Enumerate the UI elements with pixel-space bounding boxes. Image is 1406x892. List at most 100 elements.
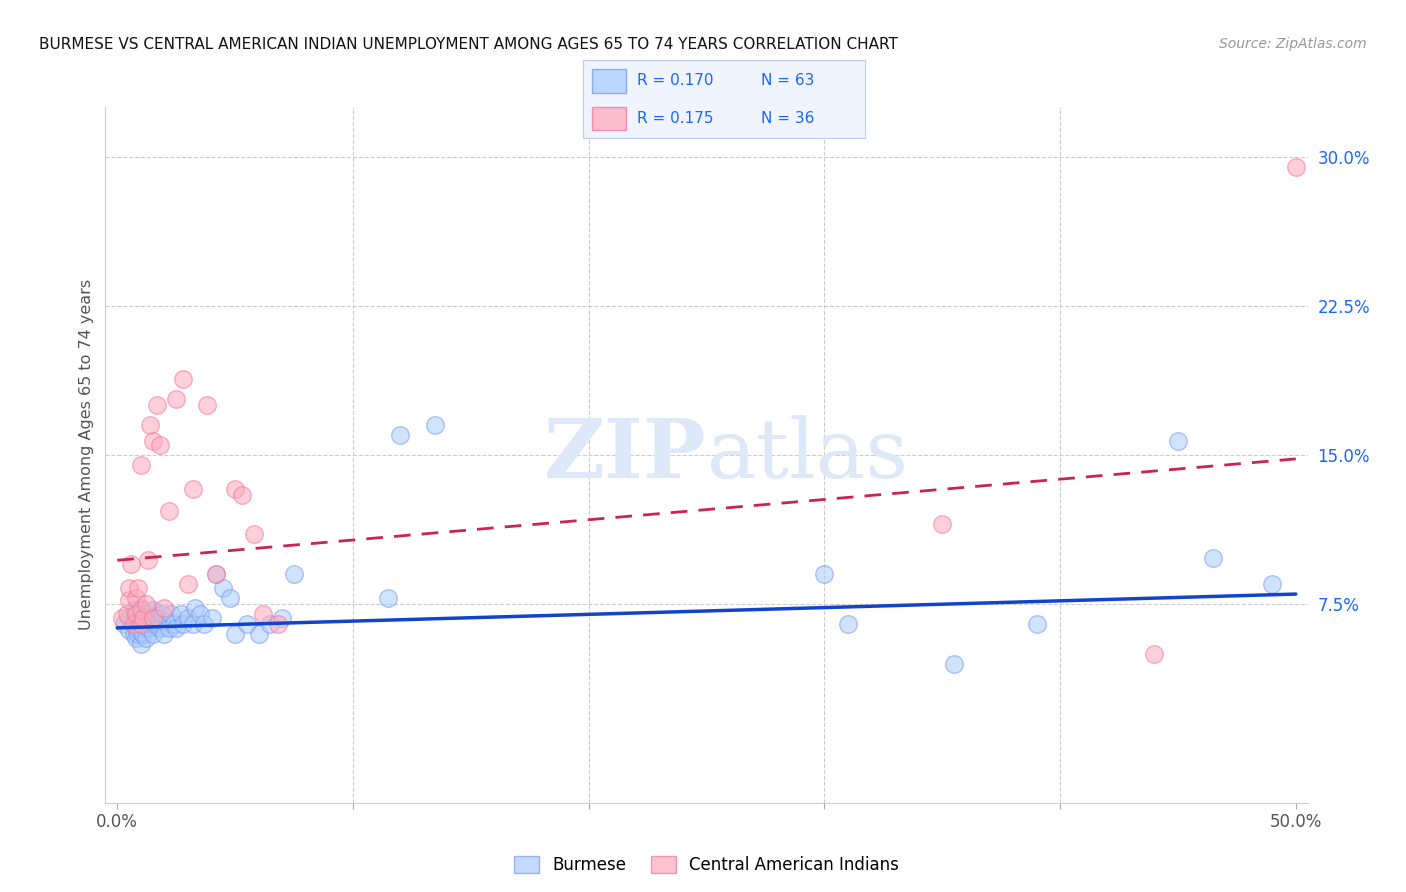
Point [271, 611, 294, 625]
Point [224, 482, 246, 496]
Point [236, 616, 259, 631]
Point [122, 603, 145, 617]
Text: N = 36: N = 36 [761, 112, 814, 126]
Point [157, 503, 180, 517]
Point [943, 657, 966, 671]
Point [149, 621, 172, 635]
Bar [592, 107, 626, 130]
Point [813, 567, 835, 582]
Point [129, 603, 152, 617]
Point [142, 627, 165, 641]
Point [142, 603, 165, 617]
Point [142, 611, 165, 625]
Point [122, 627, 145, 641]
Point [132, 611, 155, 625]
Bar [592, 70, 626, 93]
Point [127, 581, 149, 595]
Point [157, 621, 180, 635]
Text: R = 0.170: R = 0.170 [637, 73, 713, 88]
Point [127, 627, 149, 641]
Point [136, 607, 159, 621]
Point [283, 567, 305, 582]
Point [1143, 647, 1166, 661]
Point [837, 616, 859, 631]
Point [129, 616, 152, 631]
Point [112, 616, 135, 631]
Point [181, 616, 204, 631]
Text: BURMESE VS CENTRAL AMERICAN INDIAN UNEMPLOYMENT AMONG AGES 65 TO 74 YEARS CORREL: BURMESE VS CENTRAL AMERICAN INDIAN UNEMP… [39, 37, 898, 53]
Point [132, 611, 155, 625]
Point [118, 623, 141, 637]
Point [212, 581, 235, 595]
Point [142, 615, 165, 629]
Point [219, 591, 242, 605]
Text: atlas: atlas [707, 415, 908, 495]
Point [129, 624, 152, 639]
Point [266, 616, 288, 631]
Point [1261, 577, 1284, 591]
Legend: Burmese, Central American Indians: Burmese, Central American Indians [513, 856, 900, 874]
Point [135, 607, 157, 621]
Point [149, 438, 172, 452]
Point [243, 527, 266, 541]
Point [181, 482, 204, 496]
Point [1202, 551, 1225, 566]
Point [135, 619, 157, 633]
Point [132, 627, 155, 641]
Point [224, 627, 246, 641]
Point [146, 611, 169, 625]
Text: R = 0.175: R = 0.175 [637, 112, 713, 126]
Point [129, 613, 152, 627]
Point [118, 593, 141, 607]
Text: ZIP: ZIP [544, 415, 707, 495]
Point [1285, 160, 1308, 174]
Point [135, 631, 157, 645]
Point [127, 613, 149, 627]
Point [118, 581, 141, 595]
Point [165, 621, 187, 635]
Point [172, 616, 194, 631]
Point [122, 616, 145, 631]
Point [125, 607, 148, 621]
Point [425, 418, 447, 433]
Point [231, 488, 253, 502]
Point [188, 607, 211, 621]
Point [139, 418, 162, 433]
Point [205, 567, 228, 582]
Point [146, 398, 169, 412]
Point [1025, 616, 1047, 631]
Point [111, 611, 134, 625]
Point [135, 597, 157, 611]
Point [377, 591, 399, 605]
Point [136, 553, 159, 567]
Point [177, 611, 200, 625]
Point [125, 631, 148, 645]
Point [125, 607, 148, 621]
Point [150, 607, 173, 621]
Point [125, 621, 148, 635]
Point [200, 611, 222, 625]
Point [163, 616, 186, 631]
Point [931, 517, 953, 532]
Point [125, 591, 148, 605]
Point [129, 458, 152, 472]
Text: N = 63: N = 63 [761, 73, 814, 88]
Point [156, 615, 179, 629]
Point [247, 627, 270, 641]
Text: Source: ZipAtlas.com: Source: ZipAtlas.com [1219, 37, 1367, 52]
Point [193, 616, 215, 631]
Point [170, 607, 193, 621]
Point [153, 601, 176, 615]
Point [252, 607, 274, 621]
Point [259, 616, 281, 631]
Y-axis label: Unemployment Among Ages 65 to 74 years: Unemployment Among Ages 65 to 74 years [79, 279, 94, 631]
Point [153, 627, 176, 641]
Point [142, 434, 165, 448]
Point [195, 398, 218, 412]
Point [122, 615, 145, 629]
Point [129, 601, 152, 615]
Point [136, 621, 159, 635]
Point [165, 392, 187, 407]
Point [143, 616, 166, 631]
Point [389, 428, 412, 442]
